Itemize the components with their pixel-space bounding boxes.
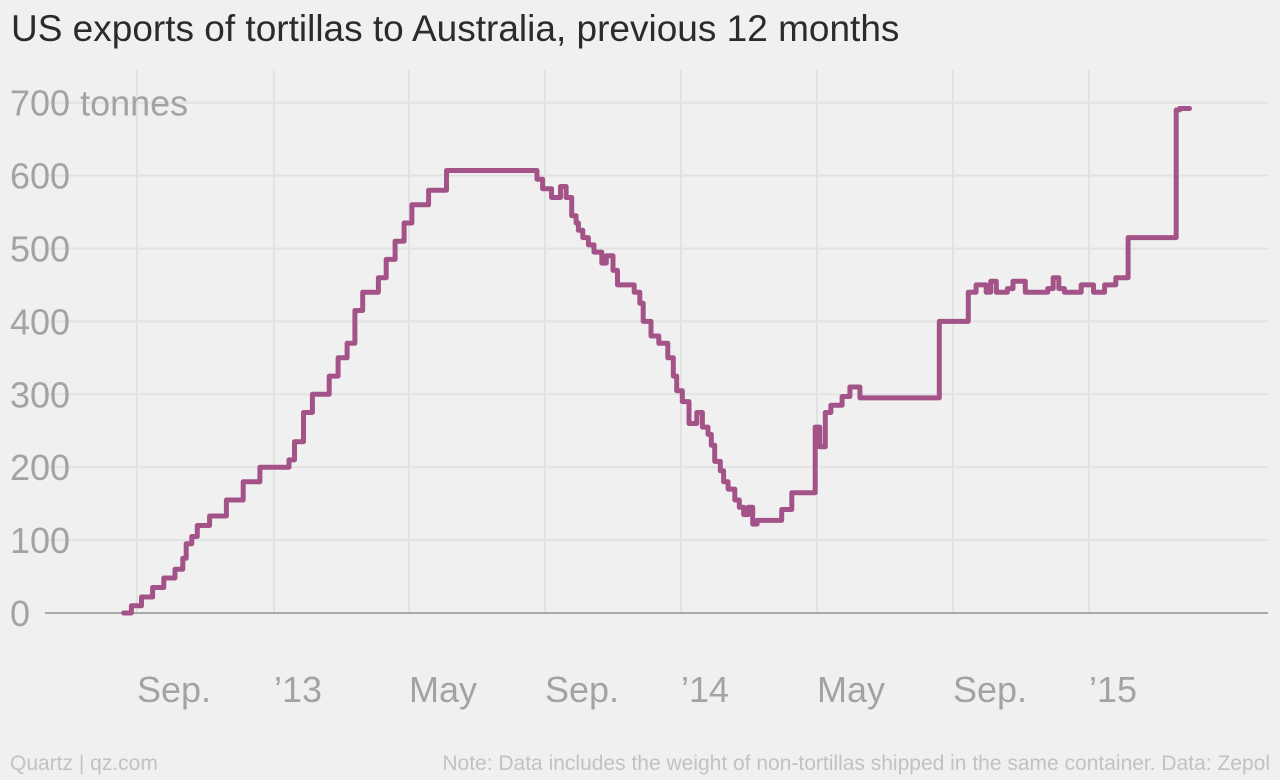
y-axis-tick-labels: 0 100 200 300 400 500 600 700 tonnes: [10, 83, 188, 634]
y-tick-label: 100: [10, 520, 70, 561]
y-tick-label: 500: [10, 229, 70, 270]
y-tick-label: 700 tonnes: [10, 83, 188, 124]
y-tick-label: 300: [10, 374, 70, 415]
chart-title: US exports of tortillas to Australia, pr…: [11, 8, 900, 49]
x-tick-label: Sep.: [953, 669, 1027, 710]
x-tick-label: Sep.: [545, 669, 619, 710]
y-tick-label: 600: [10, 156, 70, 197]
x-axis-tick-labels: Sep. ’13 May Sep. ’14 May Sep. ’15: [137, 669, 1137, 710]
x-tick-label: ’14: [681, 669, 729, 710]
footer-note: Note: Data includes the weight of non-to…: [442, 752, 1270, 775]
footer-source: Quartz | qz.com: [10, 752, 158, 775]
y-tick-label: 200: [10, 447, 70, 488]
x-tick-label: ’13: [274, 669, 322, 710]
x-tick-label: ’15: [1089, 669, 1137, 710]
x-tick-label: May: [817, 669, 885, 710]
x-tick-label: Sep.: [137, 669, 211, 710]
x-tick-label: May: [409, 669, 477, 710]
series-line: [121, 106, 1192, 616]
gridlines: [45, 70, 1268, 613]
y-tick-label: 400: [10, 301, 70, 342]
y-tick-label: 0: [10, 593, 30, 634]
